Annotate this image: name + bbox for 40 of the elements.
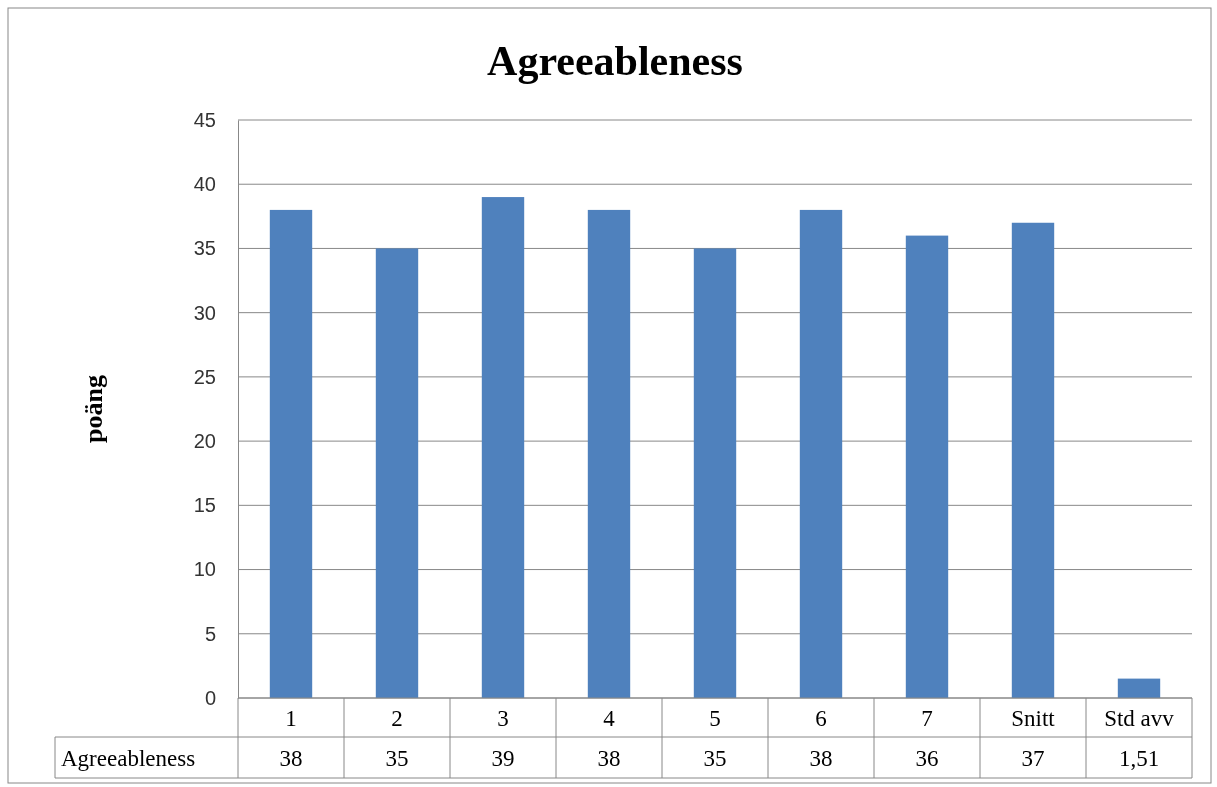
x-tick-label: 1	[285, 705, 297, 731]
bar	[269, 209, 313, 698]
chart-title: Agreeableness	[487, 38, 743, 84]
bar	[587, 209, 631, 698]
data-label: 35	[385, 745, 409, 771]
bar	[905, 235, 949, 698]
y-tick-label: 40	[193, 173, 216, 196]
bar	[799, 209, 843, 698]
x-tick-label: Snitt	[1011, 705, 1056, 731]
y-tick-label: 5	[204, 622, 216, 645]
bar	[693, 248, 737, 698]
bar	[375, 248, 419, 698]
data-label: 37	[1021, 745, 1045, 771]
bar	[1011, 222, 1055, 698]
x-tick-label: 6	[815, 705, 827, 731]
data-label: 35	[703, 745, 727, 771]
y-tick-label: 35	[193, 237, 216, 260]
x-tick-label: 5	[709, 705, 721, 731]
text: Agreeableness	[61, 745, 196, 771]
x-tick-label: 3	[497, 705, 509, 731]
y-axis-title: poäng	[79, 375, 108, 443]
x-tick-label: Std avv	[1104, 705, 1175, 731]
x-tick-label: 4	[603, 705, 616, 731]
y-tick-label: 15	[193, 494, 216, 517]
y-tick-label: 10	[193, 558, 216, 581]
data-label: 1,51	[1118, 745, 1160, 771]
y-tick-label: 25	[193, 365, 216, 388]
y-tick-label: 30	[193, 301, 216, 324]
y-tick-label: 0	[204, 686, 216, 709]
bar	[1117, 678, 1161, 698]
y-tick-label: 20	[193, 430, 216, 453]
x-tick-label: 7	[921, 705, 933, 731]
y-tick-label: 45	[193, 108, 216, 131]
data-label: 38	[279, 745, 303, 771]
data-label: 38	[597, 745, 621, 771]
x-tick-label: 2	[391, 705, 403, 731]
data-label: 39	[491, 745, 515, 771]
data-label: 36	[915, 745, 939, 771]
bar	[481, 197, 525, 698]
data-label: 38	[809, 745, 833, 771]
